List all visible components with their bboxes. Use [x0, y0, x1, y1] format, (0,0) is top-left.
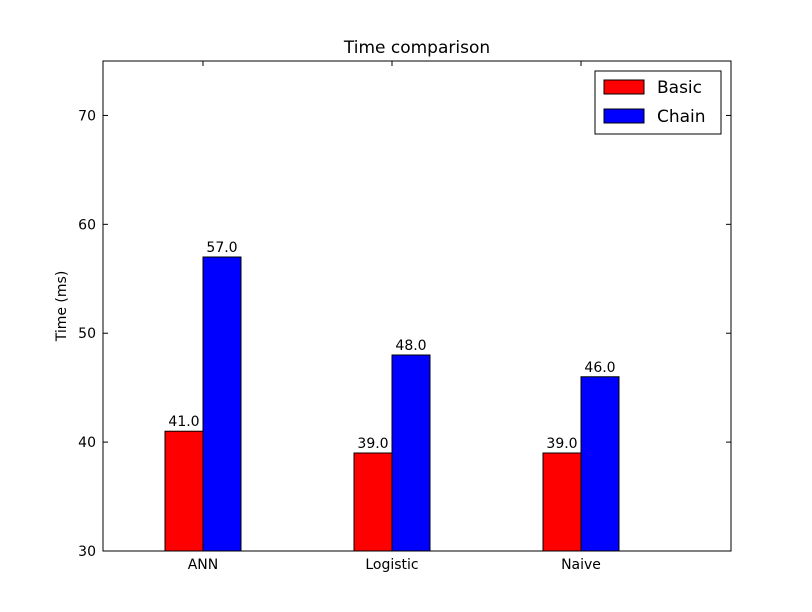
legend-label-chain: Chain: [657, 107, 706, 127]
bar-chain-naive: [580, 376, 620, 552]
data-label-chain-ann: 57.0: [206, 240, 237, 256]
bar-basic-logistic: [353, 452, 393, 552]
legend-swatch-basic: [603, 79, 645, 95]
data-label-basic-logistic: 39.0: [357, 436, 388, 452]
data-label-chain-logistic: 48.0: [395, 338, 426, 354]
y-tick-label: 40: [78, 435, 96, 451]
data-label-chain-naive: 46.0: [584, 360, 615, 376]
y-axis-label: Time (ms): [54, 271, 70, 343]
x-tick-label: ANN: [188, 557, 219, 573]
bars-layer: [164, 256, 620, 552]
x-tick-label: Logistic: [365, 557, 418, 573]
chart-title: Time comparison: [343, 38, 490, 58]
bar-basic-naive: [542, 452, 582, 552]
legend-swatch-chain: [603, 108, 645, 124]
data-label-basic-ann: 41.0: [168, 414, 199, 430]
x-tick-label: Naive: [561, 557, 601, 573]
y-tick-label: 50: [78, 326, 96, 342]
data-labels-layer: 41.0 57.0 39.0 48.0 39.0 46.0: [168, 240, 615, 452]
y-tick-label: 70: [78, 108, 96, 124]
legend: Basic Chain: [594, 70, 722, 135]
y-tick-label: 30: [78, 544, 96, 560]
bar-chain-logistic: [391, 354, 431, 552]
legend-label-basic: Basic: [657, 78, 702, 98]
bar-basic-ann: [164, 430, 204, 552]
plot-area-frame: [102, 60, 732, 552]
y-tick-label: 60: [78, 217, 96, 233]
ticks-layer: ANN Logistic Naive 30 40 50 60 70: [78, 61, 731, 573]
data-label-basic-naive: 39.0: [546, 436, 577, 452]
bar-chain-ann: [202, 256, 242, 552]
